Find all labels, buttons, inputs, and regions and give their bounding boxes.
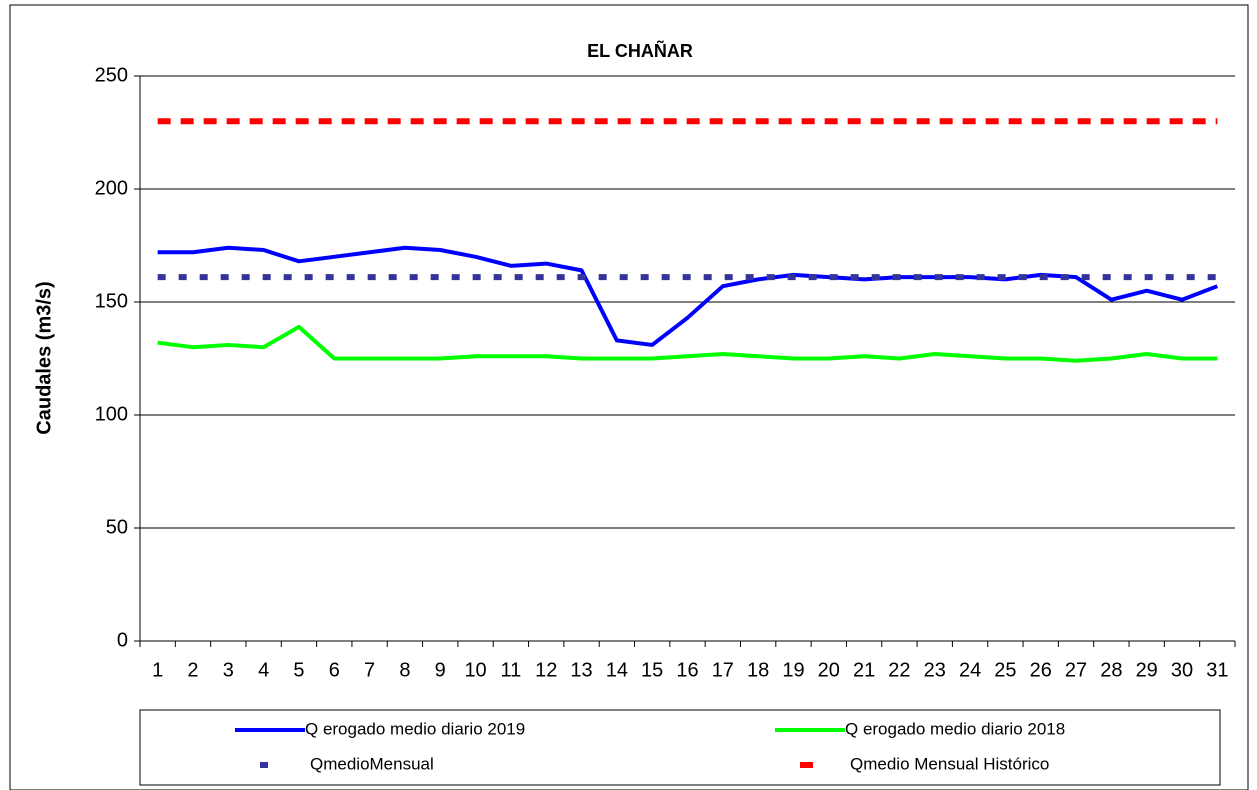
x-tick-label: 25 [994,659,1016,681]
x-tick-label: 23 [924,659,946,681]
x-tick-label: 10 [464,659,486,681]
x-tick-label: 6 [329,659,340,681]
x-tick-label: 16 [676,659,698,681]
x-tick-label: 28 [1100,659,1122,681]
x-tick-label: 12 [535,659,557,681]
x-tick-label: 27 [1065,659,1087,681]
legend-label: QmedioMensual [310,754,434,773]
x-tick-label: 7 [364,659,375,681]
y-tick-label: 200 [95,177,128,199]
legend-swatch [800,762,813,768]
legend-label: Qmedio Mensual Histórico [850,754,1049,773]
x-tick-label: 20 [818,659,840,681]
x-tick-label: 24 [959,659,981,681]
legend-label: Q erogado medio diario 2018 [845,719,1065,738]
x-tick-label: 3 [223,659,234,681]
x-tick-label: 18 [747,659,769,681]
x-tick-label: 8 [399,659,410,681]
series-line [157,324,1218,363]
x-tick-label: 21 [853,659,875,681]
y-tick-label: 250 [95,64,128,86]
y-tick-label: 100 [95,403,128,425]
x-tick-label: 11 [501,659,522,681]
y-tick-label: 50 [106,516,128,538]
chart-border [9,4,1249,790]
x-tick-label: 31 [1206,659,1228,681]
x-tick-label: 26 [1030,659,1052,681]
x-tick-label: 13 [570,659,592,681]
x-tick-label: 1 [152,659,163,681]
x-tick-label: 15 [641,659,663,681]
legend-box [139,709,1221,786]
x-tick-label: 14 [606,659,628,681]
x-tick-label: 2 [187,659,198,681]
x-tick-label: 30 [1171,659,1193,681]
y-tick-label: 0 [117,629,128,651]
legend-label: Q erogado medio diario 2019 [305,719,525,738]
x-tick-label: 4 [258,659,269,681]
x-tick-label: 19 [782,659,804,681]
x-tick-label: 29 [1136,659,1158,681]
x-tick-label: 9 [435,659,446,681]
x-tick-label: 22 [888,659,910,681]
chart-title: EL CHAÑAR [587,40,693,61]
legend-swatch [260,762,268,768]
y-tick-label: 150 [95,290,128,312]
x-tick-label: 5 [293,659,304,681]
y-axis-label: Caudales (m3/s) [33,281,55,434]
x-tick-label: 17 [712,659,734,681]
